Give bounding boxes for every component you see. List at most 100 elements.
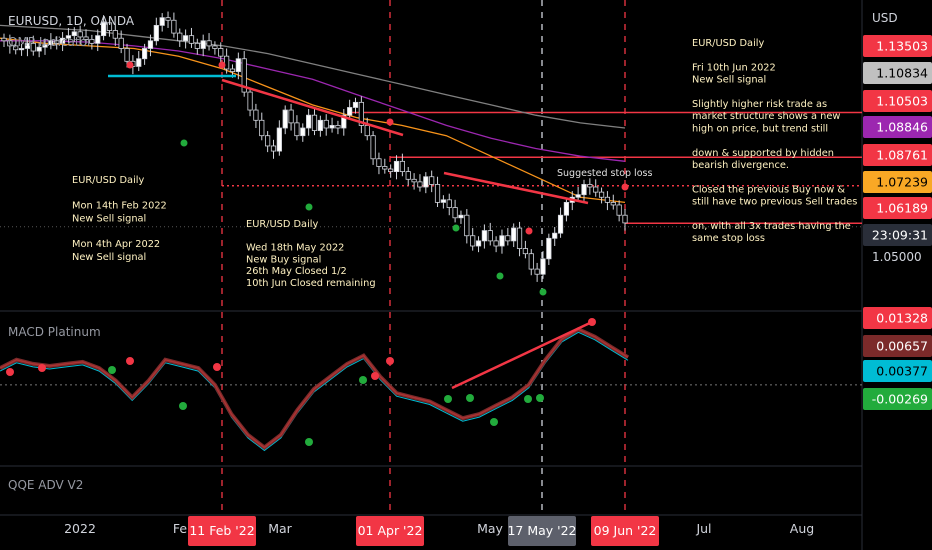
jun-note-line: Slightly higher risk trade as: [692, 99, 827, 110]
qqe-name[interactable]: QQE ADV V2: [8, 478, 84, 492]
jun-note-line: Closed the previous Buy now &: [692, 184, 845, 195]
jun-note-line: bearish divergence.: [692, 160, 789, 171]
candle-body: [1, 37, 7, 42]
candle-body: [294, 122, 300, 137]
candle-body: [323, 119, 329, 129]
macd-sell-dot: [386, 357, 394, 365]
macd-buy-dot: [359, 376, 367, 384]
price-tag-label: 1.08761: [876, 148, 928, 163]
price-tag: [863, 35, 932, 57]
candle-body: [534, 268, 540, 275]
moving-average-line: [0, 40, 626, 162]
sell-signal-dot: [386, 118, 394, 126]
candle-body: [306, 114, 312, 129]
macd-sell-dot: [126, 357, 134, 365]
macd-tag-label: 0.01328: [876, 311, 928, 326]
candle-body: [118, 37, 124, 49]
time-label: 2022: [64, 521, 96, 536]
candle-body: [188, 35, 195, 44]
macd-buy-dot: [536, 394, 544, 402]
candle-body: [393, 160, 400, 173]
candle-body: [335, 125, 341, 129]
candle-body: [487, 230, 493, 242]
may-note-line: Wed 18th May 2022: [246, 243, 344, 254]
candle-body: [411, 178, 417, 183]
time-highlight: [188, 516, 256, 546]
macd-name[interactable]: MACD Platinum: [8, 325, 101, 339]
time-highlight-label: 17 May '22: [507, 523, 576, 538]
candle-body: [218, 48, 224, 57]
candle-body: [593, 186, 599, 193]
sell-signal-dot: [126, 61, 134, 69]
macd-buy-dot: [466, 394, 474, 402]
price-tag-label: 23:09:31: [872, 228, 928, 243]
candle-body: [177, 32, 183, 42]
candle-body: [540, 258, 546, 275]
may-note-line: 10th Jun Closed remaining: [246, 278, 376, 289]
time-highlight: [591, 516, 659, 546]
candle-body: [616, 204, 622, 216]
time-highlight: [508, 516, 576, 546]
candle-body: [89, 39, 95, 44]
candle-body: [142, 48, 148, 60]
candle-body: [452, 207, 458, 219]
candle-body: [194, 42, 200, 49]
time-label: Aug: [790, 521, 814, 536]
time-label: Fe: [173, 521, 188, 536]
price-tag-label: 1.07239: [876, 175, 928, 190]
candle-body: [528, 253, 534, 270]
time-label: Mar: [268, 521, 292, 536]
candle-body: [24, 42, 31, 49]
jun-note-line: EUR/USD Daily: [692, 38, 765, 49]
candle-body: [30, 42, 36, 52]
candle-body: [83, 36, 89, 40]
moving-average-line: [0, 37, 626, 204]
macd-tag-label: 0.00657: [876, 339, 928, 354]
candle-body: [253, 109, 259, 121]
candle-body: [54, 40, 60, 44]
macd-buy-dot: [444, 395, 452, 403]
jun-note-line: down & supported by hidden: [692, 148, 834, 159]
candle-body: [317, 119, 323, 131]
time-highlight-label: 09 Jun '22: [594, 523, 657, 538]
macd-buy-dot: [305, 438, 313, 446]
price-tag: [863, 116, 932, 138]
jun-note-line: same stop loss: [692, 233, 765, 244]
candle-body: [265, 135, 271, 147]
indicator-name[interactable]: QMP Indicator: [8, 35, 92, 49]
price-tag: [863, 144, 932, 166]
time-highlight-label: 11 Feb '22: [189, 523, 254, 538]
jun-note-line: market structure shows a new: [692, 111, 840, 122]
candle-body: [522, 248, 529, 255]
macd-tag: [863, 360, 932, 382]
buy-signal-dot: [496, 272, 504, 280]
may-note-line: New Buy signal: [246, 254, 321, 265]
price-tag: [863, 90, 932, 112]
candle-body: [440, 199, 446, 203]
candle-body: [65, 35, 72, 39]
candle-body: [376, 158, 382, 167]
macd-sell-dot: [213, 363, 221, 371]
symbol-title[interactable]: EURUSD, 1D, OANDA: [8, 14, 135, 28]
candle-body: [235, 58, 241, 72]
candle-body: [429, 176, 435, 185]
candle-body: [610, 201, 616, 206]
may-note-line: 26th May Closed 1/2: [246, 266, 347, 277]
candle-body: [282, 109, 288, 129]
macd-buy-dot: [179, 402, 187, 410]
candle-body: [475, 240, 482, 247]
candle-body: [165, 17, 171, 21]
candle-body: [423, 176, 429, 188]
candle-body: [36, 46, 42, 52]
trend-line: [221, 78, 404, 137]
stop-loss-label: Suggested stop loss: [557, 168, 653, 179]
candle-body: [259, 119, 265, 137]
chart-header: EURUSD, 1D, OANDA QMP Indicator: [8, 14, 134, 49]
candle-body: [370, 135, 376, 160]
buy-signal-dot: [539, 288, 547, 296]
macd-buy-dot: [524, 395, 532, 403]
candle-body: [499, 235, 505, 247]
candle-body: [48, 40, 54, 46]
candle-body: [358, 101, 364, 126]
